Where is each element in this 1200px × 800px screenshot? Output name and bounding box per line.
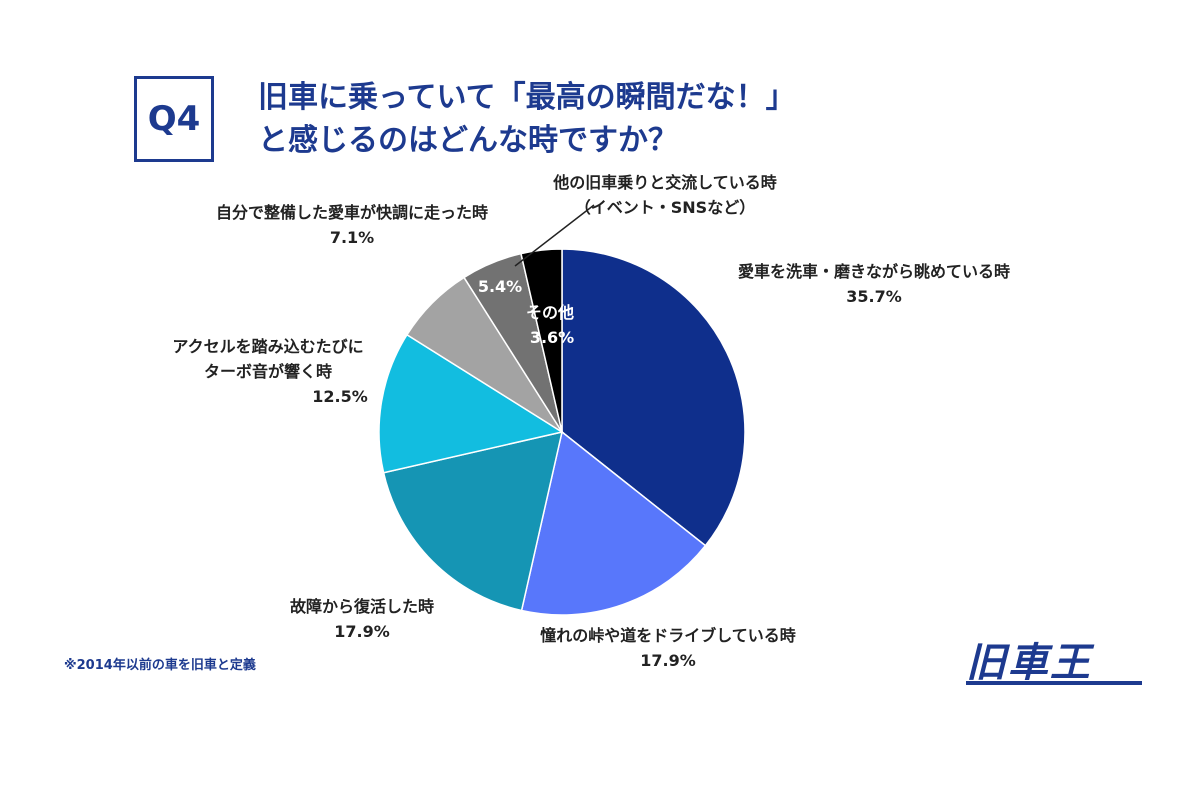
- slice-percent: 35.7%: [846, 287, 902, 306]
- slice-label: （イベント・SNSなど）: [575, 198, 755, 217]
- slice-label: ターボ音が響く時: [204, 362, 332, 381]
- slice-percent: 3.6%: [530, 328, 574, 347]
- question-badge: Q4: [134, 76, 214, 162]
- page-title: 旧車に乗っていて「最高の瞬間だな！」 と感じるのはどんな時ですか？: [258, 76, 796, 162]
- slice-label: 故障から復活した時: [290, 597, 434, 616]
- slice-percent: 5.4%: [478, 277, 522, 296]
- slice-percent: 17.9%: [334, 622, 390, 641]
- slice-label: 憧れの峠や道をドライブしている時: [540, 626, 796, 645]
- footnote: ※2014年以前の車を旧車と定義: [64, 658, 256, 673]
- pie-slice: [382, 431, 563, 612]
- pie-slice: [378, 333, 564, 474]
- slice-percent: 7.1%: [330, 228, 374, 247]
- logo-underline: [966, 681, 1142, 685]
- pie-slice: [520, 248, 563, 433]
- pie-slice: [561, 248, 746, 547]
- brand-logo: 旧車王: [966, 640, 1092, 686]
- slice-label: 愛車を洗車・磨きながら眺めている時: [738, 262, 1010, 281]
- slice-percent: 12.5%: [312, 387, 368, 406]
- slice-label: 他の旧車乗りと交流している時: [552, 173, 777, 192]
- leader-line: [514, 204, 595, 267]
- slice-percent: 17.9%: [640, 651, 696, 670]
- slice-label: 自分で整備した愛車が快調に走った時: [216, 203, 488, 222]
- pie-slice: [520, 430, 707, 616]
- slice-label: その他: [526, 303, 574, 322]
- slice-label: アクセルを踏み込むたびに: [172, 337, 363, 356]
- title-line-2: と感じるのはどんな時ですか？: [258, 123, 678, 158]
- title-line-1: 旧車に乗っていて「最高の瞬間だな！」: [258, 80, 796, 115]
